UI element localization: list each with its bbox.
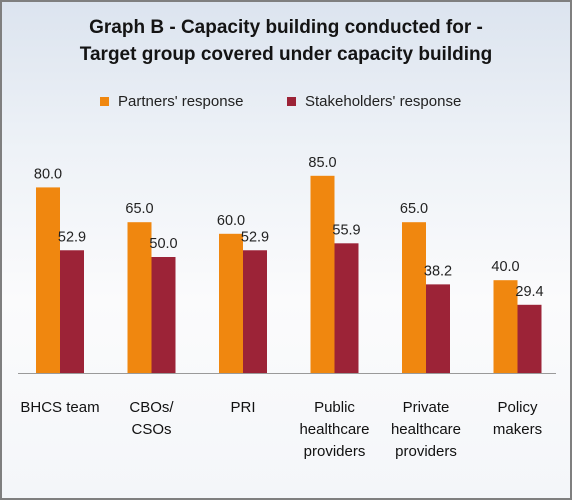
bar-stakeholders-0 [60,250,84,373]
bar-partners-0 [36,187,60,373]
bar-stakeholders-4 [426,284,450,373]
data-label-stakeholders-1: 50.0 [149,236,177,252]
bar-stakeholders-2 [243,250,267,373]
data-label-partners-2: 60.0 [217,213,245,229]
bar-partners-3 [310,175,335,373]
legend: Partners' response Stakeholders' respons… [0,93,572,115]
bar-partners-4 [402,222,426,373]
chart-title-line-1: Graph B - Capacity building conducted fo… [89,17,483,38]
legend-swatch-partners [100,97,109,106]
bar-stakeholders-5 [517,304,542,373]
bar-partners-2 [219,233,243,373]
bar-stakeholders-3 [334,243,359,373]
legend-item-stakeholders: Stakeholders' response [287,93,461,110]
chart-title: Graph B - Capacity building conducted fo… [0,14,572,68]
data-label-partners-0: 80.0 [34,166,62,182]
data-label-stakeholders-2: 52.9 [241,229,269,245]
data-label-partners-4: 65.0 [400,201,428,217]
data-label-stakeholders-0: 52.9 [58,229,86,245]
legend-label-partners: Partners' response [118,93,244,110]
bar-partners-1 [127,222,152,373]
legend-swatch-stakeholders [287,97,296,106]
legend-item-partners: Partners' response [100,93,243,110]
category-label-1: CBOs/CSOs [129,399,174,438]
data-label-partners-5: 40.0 [491,259,519,275]
legend-label-stakeholders: Stakeholders' response [305,93,462,110]
chart-title-line-2: Target group covered under capacity buil… [79,44,493,65]
category-label-0: BHCS team [20,399,99,416]
bar-stakeholders-1 [151,257,176,373]
category-label-5: Policy makers [493,399,542,438]
data-label-stakeholders-5: 29.4 [515,284,543,300]
data-label-partners-3: 85.0 [308,155,336,171]
data-label-stakeholders-4: 38.2 [424,263,452,279]
bar-partners-5 [493,280,518,373]
data-label-partners-1: 65.0 [125,201,153,217]
category-label-4: Private healthcare providers [391,399,461,460]
category-label-2: PRI [230,399,255,416]
data-label-stakeholders-3: 55.9 [332,222,360,238]
category-label-3: Public healthcare providers [299,399,369,460]
